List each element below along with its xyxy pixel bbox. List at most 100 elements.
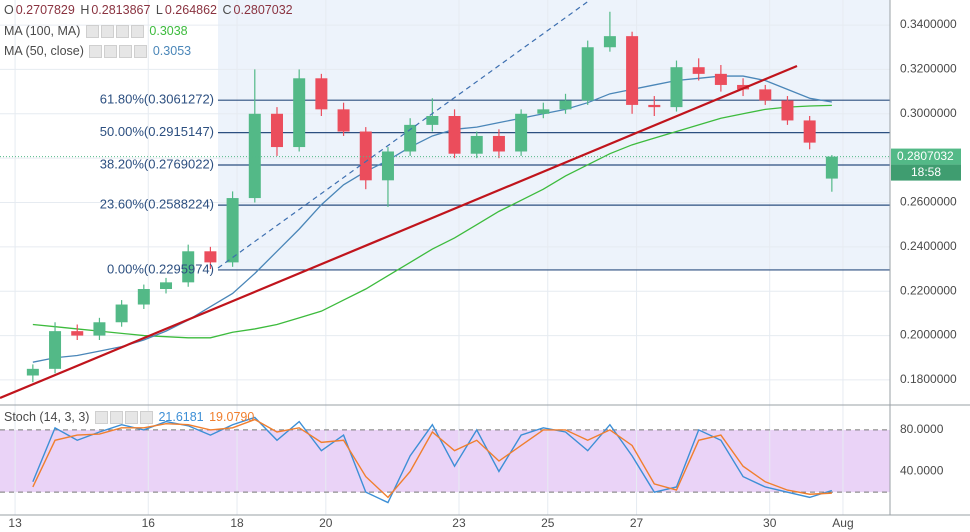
ma-legend: MA (50, close) 0.3053	[4, 44, 193, 59]
fib-label: 0.00%(0.2295974)	[107, 261, 214, 276]
ohlc-label: O	[4, 3, 14, 17]
stoch-legend: Stoch (14, 3, 3) 21.6181 19.0790	[4, 410, 256, 425]
icon[interactable]	[119, 45, 133, 59]
candle-body	[293, 78, 306, 148]
ohlc-label: L	[155, 3, 163, 17]
moving-average	[32, 104, 832, 339]
y-tick-label: 0.3000000	[900, 106, 957, 120]
stoch-value: 21.6181	[158, 410, 204, 424]
x-tick-label: 13	[8, 516, 22, 530]
candle-body	[737, 84, 750, 90]
stoch-tick-label: 40.0000	[900, 464, 944, 478]
stoch-value: 19.0790	[209, 410, 255, 424]
candle-body	[182, 251, 195, 283]
countdown-label: 18:58	[911, 165, 941, 179]
candle-body	[448, 115, 461, 154]
candle-body	[115, 304, 128, 323]
candle-body	[226, 198, 239, 263]
candle-body	[515, 113, 528, 152]
fib-trend-line	[217, 0, 591, 269]
candle-body	[648, 104, 661, 108]
candle-body	[204, 251, 217, 263]
ohlc-value: 0.264862	[164, 3, 218, 17]
candle-body	[492, 135, 505, 152]
ohlc-value: 0.2707829	[15, 3, 75, 17]
price-tag-label: 0.2807032	[897, 149, 954, 163]
icon[interactable]	[109, 411, 123, 425]
candle-body	[93, 322, 106, 336]
background-layer	[0, 0, 890, 515]
fib-label: 61.80%(0.3061272)	[100, 92, 214, 107]
candle-body	[825, 156, 838, 179]
candle-body	[781, 100, 794, 121]
x-tick-label: 30	[763, 516, 777, 530]
labels-layer: 13 16 18 20 23 25 27 30 Aug 0.3400000 0.3200000 0.3…	[8, 17, 961, 530]
candle-body	[803, 120, 816, 143]
icon[interactable]	[115, 25, 129, 39]
candle-body	[581, 47, 594, 101]
stoch-line	[32, 416, 833, 504]
stoch-name: Stoch (14, 3, 3)	[4, 410, 90, 424]
candle-body	[137, 289, 150, 305]
y-tick-label: 0.2400000	[900, 239, 957, 253]
countdown-tag	[891, 164, 961, 181]
ohlc-label: H	[80, 3, 90, 17]
candle-body	[670, 67, 683, 108]
candle-body	[160, 282, 173, 290]
icon[interactable]	[100, 25, 114, 39]
x-tick-label: 27	[630, 516, 644, 530]
icon[interactable]	[130, 25, 144, 39]
candle-body	[270, 113, 283, 148]
candle-body	[49, 331, 62, 369]
candle-body	[626, 36, 639, 105]
x-tick-label: 23	[452, 516, 466, 530]
candle-body	[26, 368, 39, 376]
x-tick-label: Aug	[832, 516, 853, 530]
y-tick-label: 0.2000000	[900, 328, 957, 342]
ma-name: MA (50, close)	[4, 44, 84, 58]
candle-body	[315, 78, 328, 110]
candle-body	[426, 115, 439, 125]
y-tick-label: 0.1800000	[900, 372, 957, 386]
fib-label: 50.00%(0.2915147)	[100, 124, 214, 139]
marks-layer	[0, 11, 890, 504]
ohlc-value: 0.2813867	[91, 3, 151, 17]
trend-line	[0, 64, 798, 400]
price-tag	[891, 148, 961, 165]
candle-body	[759, 89, 772, 101]
fib-label: 38.20%(0.2769022)	[100, 156, 214, 171]
fib-label: 23.60%(0.2588224)	[100, 197, 214, 212]
candle-body	[71, 331, 84, 336]
ohlc-value: 0.2807032	[233, 3, 293, 17]
candle-body	[248, 113, 261, 199]
candle-body	[359, 131, 372, 181]
icon[interactable]	[89, 45, 103, 59]
x-tick-label: 16	[142, 516, 156, 530]
candle-body	[337, 109, 350, 132]
ma-value: 0.3053	[152, 44, 192, 58]
fib-zone	[218, 0, 890, 270]
icon[interactable]	[139, 411, 153, 425]
icon[interactable]	[134, 45, 148, 59]
icon[interactable]	[124, 411, 138, 425]
ohlc-header: O 0.2707829 H 0.2813867 L 0.264862 C 0.28070…	[4, 3, 295, 17]
icon[interactable]	[85, 25, 99, 39]
y-tick-label: 0.3200000	[900, 62, 957, 76]
x-tick-label: 25	[541, 516, 555, 530]
candle-body	[470, 135, 483, 154]
candle-body	[404, 124, 417, 152]
candle-body	[714, 73, 727, 85]
x-tick-label: 18	[230, 516, 244, 530]
icon[interactable]	[104, 45, 118, 59]
ma-value: 0.3038	[149, 24, 188, 38]
candle-body	[692, 67, 705, 74]
y-tick-label: 0.2600000	[900, 195, 957, 209]
candle-body	[537, 109, 550, 114]
stoch-tick-label: 80.0000	[900, 422, 944, 436]
x-tick-label: 20	[319, 516, 333, 530]
icon[interactable]	[94, 411, 108, 425]
ohlc-label: C	[222, 3, 232, 17]
candle-body	[603, 36, 616, 48]
